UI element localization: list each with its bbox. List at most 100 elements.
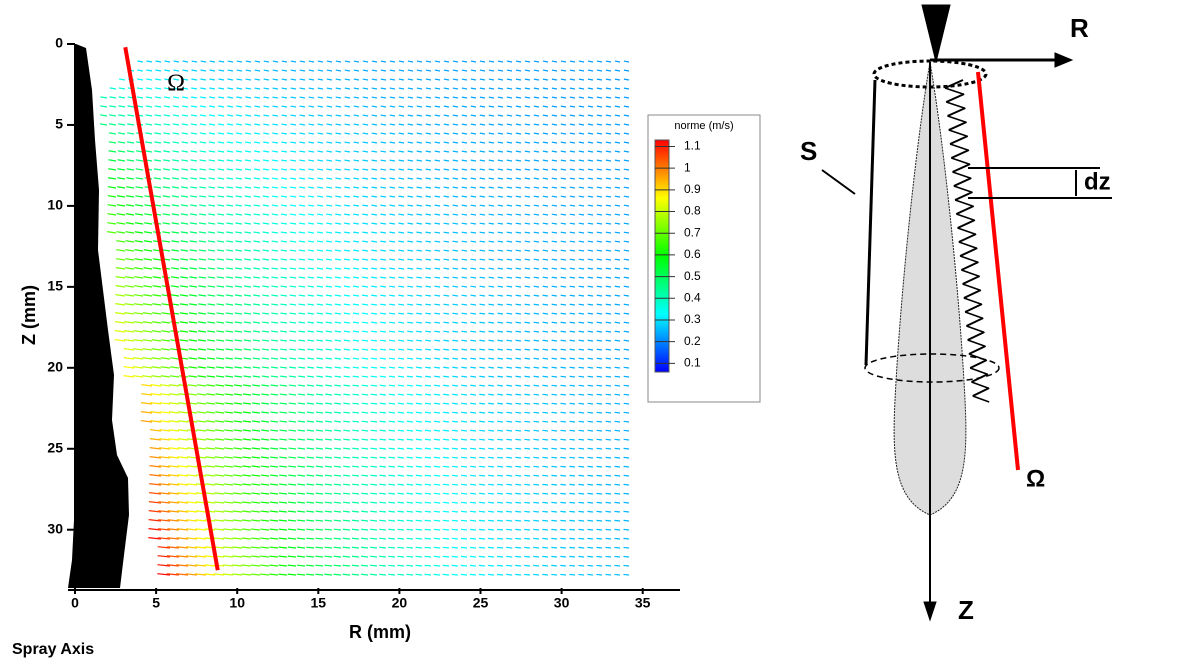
vector [232,510,243,513]
vector [406,564,414,567]
vector [188,321,198,324]
vector [578,546,585,549]
vector [551,186,558,189]
vector [452,114,459,117]
vector [208,123,216,126]
vector [325,249,333,252]
vector [177,438,189,441]
vector [524,78,531,81]
vector [389,60,396,63]
vector [244,249,252,252]
vector [389,168,396,171]
vector [533,231,540,234]
vector [596,168,603,171]
vector [479,150,486,153]
vector [379,411,387,414]
vector [388,537,396,540]
vector [281,132,288,135]
vector [352,393,360,396]
vector [157,546,171,549]
vector [470,366,477,369]
flux-arrow [966,325,984,333]
vector [614,132,621,135]
vector [370,438,378,441]
vector [234,294,243,297]
vector [325,294,333,297]
vector [442,510,450,513]
vector [170,285,180,288]
vector [271,348,279,351]
vector [515,411,522,414]
vector [153,195,162,198]
vector [151,330,162,333]
vector [279,474,288,477]
vector [206,375,216,378]
vector [605,141,612,144]
vector [306,420,315,423]
vector [308,186,315,189]
vector [315,573,324,576]
vector [362,141,369,144]
colorbar-tick-label: 0.5 [684,269,701,283]
vector [605,195,612,198]
vector [380,141,387,144]
vector [623,60,630,63]
vector [123,375,135,378]
colorbar-tick-label: 0.9 [684,182,701,196]
vector [186,474,198,477]
vector [524,186,531,189]
vector [352,357,360,360]
vector [380,123,387,126]
vector [235,258,243,261]
vector [578,330,585,333]
vector [326,150,333,153]
vector [614,447,621,450]
vector [551,150,558,153]
vector [125,231,135,234]
vector [306,501,315,504]
vector [506,114,513,117]
vector [179,330,189,333]
vector [560,159,567,162]
vector [235,132,243,135]
vector [352,375,360,378]
vector [190,132,198,135]
vector [415,384,423,387]
vector [208,213,216,216]
vector [587,519,594,522]
vector [533,96,540,99]
vector [425,339,432,342]
vector [542,393,549,396]
vector [232,546,243,549]
vector [461,96,468,99]
vector [425,285,432,288]
cylinder-bottom [864,353,1000,383]
vector [524,492,531,495]
vector [433,564,441,567]
vector [497,501,504,504]
vector [524,375,531,378]
vector [524,294,531,297]
vector [280,186,288,189]
vector [326,69,333,72]
vector [407,375,414,378]
vector [207,330,216,333]
vector [415,519,423,522]
vector [380,159,387,162]
vector [443,258,450,261]
vector [342,555,351,558]
vector [326,168,333,171]
vector [216,330,225,333]
vector [278,528,288,531]
vector [470,231,477,234]
vector [424,546,432,549]
vector [361,438,369,441]
vector [299,177,306,180]
vector [461,78,468,81]
vector [425,330,432,333]
vector [389,339,396,342]
vector [108,168,117,171]
vector [478,537,486,540]
vector [226,141,234,144]
vector [234,366,243,369]
